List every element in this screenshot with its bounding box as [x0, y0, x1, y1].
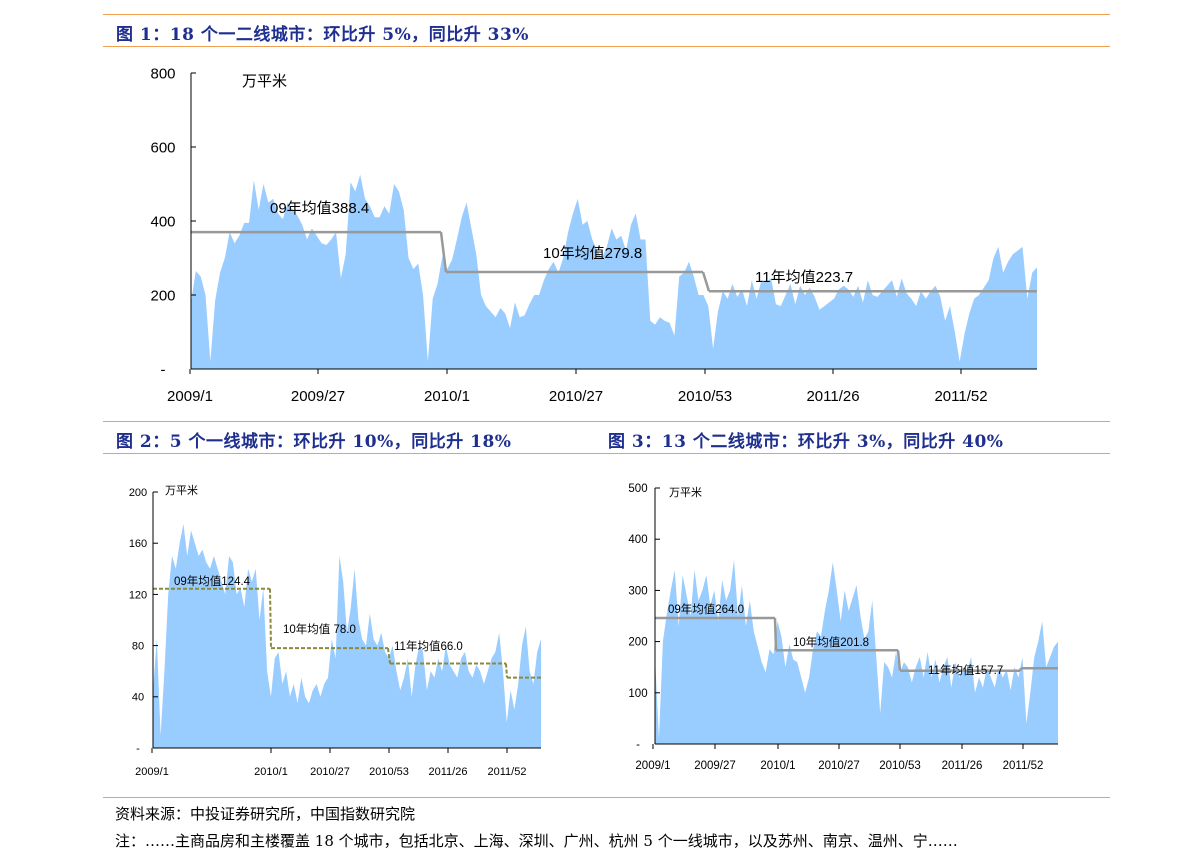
chart2-average-label-1: 09年均值124.4 — [174, 574, 251, 588]
chart3-average-step-2 — [896, 650, 902, 671]
chart1-unit-label: 万平米 — [242, 72, 287, 90]
chart3-average-label-1: 09年均值264.0 — [668, 602, 744, 616]
chart2-y-tick-label: 40 — [132, 692, 144, 704]
figure-3-title: 图 3：13 个二线城市：环比升 3%，同比升 40% — [608, 432, 1004, 452]
chart3-x-tick-label: 2010/27 — [818, 760, 860, 772]
chart1-y-tick-label: 400 — [150, 213, 175, 230]
chart2-average-label-3: 11年均值66.0 — [394, 639, 463, 653]
chart2-x-tick-label: 2011/52 — [488, 766, 527, 778]
chart1-average-step-1 — [439, 231, 448, 273]
source-note: 资料来源：中投证券研究所，中国指数研究院 — [115, 805, 416, 823]
chart2-x-tick-label: 2010/53 — [369, 766, 409, 778]
footnote: 注：……主商品房和主楼覆盖 18 个城市，包括北京、上海、深圳、广州、杭州 5 … — [115, 832, 958, 850]
chart2-y-tick-label: 80 — [132, 640, 144, 652]
chart3-average-label-3: 11年均值157.7 — [928, 663, 1003, 677]
chart2-area-series — [153, 524, 541, 748]
chart2-x-tick-label: 2011/26 — [429, 766, 468, 778]
chart1-average-step-2 — [701, 271, 711, 292]
chart1-x-tick-label: 2010/27 — [549, 388, 603, 405]
chart1-x-tick-label: 2009/27 — [291, 388, 345, 405]
source-top-rule — [103, 797, 1110, 798]
figure-2-title: 图 2：5 个一线城市：环比升 10%，同比升 18% — [116, 432, 512, 452]
chart2-x-tick-label: 2010/1 — [254, 766, 288, 778]
chart2-y-tick-label: 200 — [129, 487, 147, 499]
fig1-top-rule — [103, 14, 1110, 15]
chart2-x-tick-label: 2009/1 — [135, 766, 169, 778]
chart2-average-label-2: 10年均值 78.0 — [283, 622, 356, 636]
chart1-x-tick-label: 2010/53 — [678, 388, 732, 405]
chart2-average-step-3 — [505, 663, 508, 678]
chart3-x-tick-label: 2009/27 — [694, 760, 736, 772]
chart3-x-tick-label: 2011/52 — [1003, 760, 1044, 772]
chart1-x-tick-label: 2011/26 — [806, 388, 859, 405]
chart3-x-tick-label: 2010/53 — [879, 760, 921, 772]
chart3-y-tick-label: 300 — [628, 585, 647, 597]
chart2-unit-label: 万平米 — [165, 484, 198, 497]
chart1-average-label-2: 10年均值279.8 — [543, 245, 642, 262]
chart1-y-tick-label: - — [161, 361, 166, 378]
chart2-y-tick-label: 120 — [129, 589, 147, 601]
chart2-average-step-2 — [387, 648, 391, 664]
fig23-bottom-rule — [103, 453, 1110, 454]
fig1-bottom-rule — [103, 46, 1110, 47]
chart3-x-tick-label: 2009/1 — [635, 760, 670, 772]
chart3-y-tick-label: 400 — [628, 534, 647, 546]
chart3-average-step-1 — [773, 618, 778, 651]
chart3-y-tick-label: 500 — [628, 483, 647, 495]
chart2-x-tick-label: 2010/27 — [310, 766, 350, 778]
chart3-area-series — [655, 559, 1058, 744]
chart1-average-label-3: 11年均值223.7 — [755, 269, 853, 286]
chart2-average-step-1 — [269, 588, 272, 649]
chart1-y-tick-label: 800 — [150, 65, 175, 82]
chart3-y-tick-label: 100 — [628, 688, 647, 700]
chart3-average-step-3 — [1018, 667, 1023, 672]
chart2-y-tick-label: 160 — [129, 538, 147, 550]
chart1-average-label-1: 09年均值388.4 — [270, 200, 369, 217]
chart3-average-label-2: 10年均值201.8 — [793, 635, 869, 649]
chart1-x-tick-label: 2011/52 — [934, 388, 987, 405]
chart1-x-tick-label: 2010/1 — [424, 388, 470, 405]
chart3-x-tick-label: 2010/1 — [760, 760, 795, 772]
chart3-y-tick-label: 200 — [628, 637, 647, 649]
chart2-y-tick-label: - — [136, 743, 140, 755]
chart1-y-tick-label: 600 — [150, 139, 175, 156]
chart3-unit-label: 万平米 — [669, 486, 702, 499]
chart1-x-tick-label: 2009/1 — [167, 388, 213, 405]
figure-1-title: 图 1：18 个一二线城市：环比升 5%，同比升 33% — [116, 25, 529, 45]
chart3-x-tick-label: 2011/26 — [942, 760, 983, 772]
chart1-y-tick-label: 200 — [150, 287, 175, 304]
fig23-top-rule — [103, 421, 1110, 422]
chart3-y-tick-label: - — [636, 739, 640, 751]
